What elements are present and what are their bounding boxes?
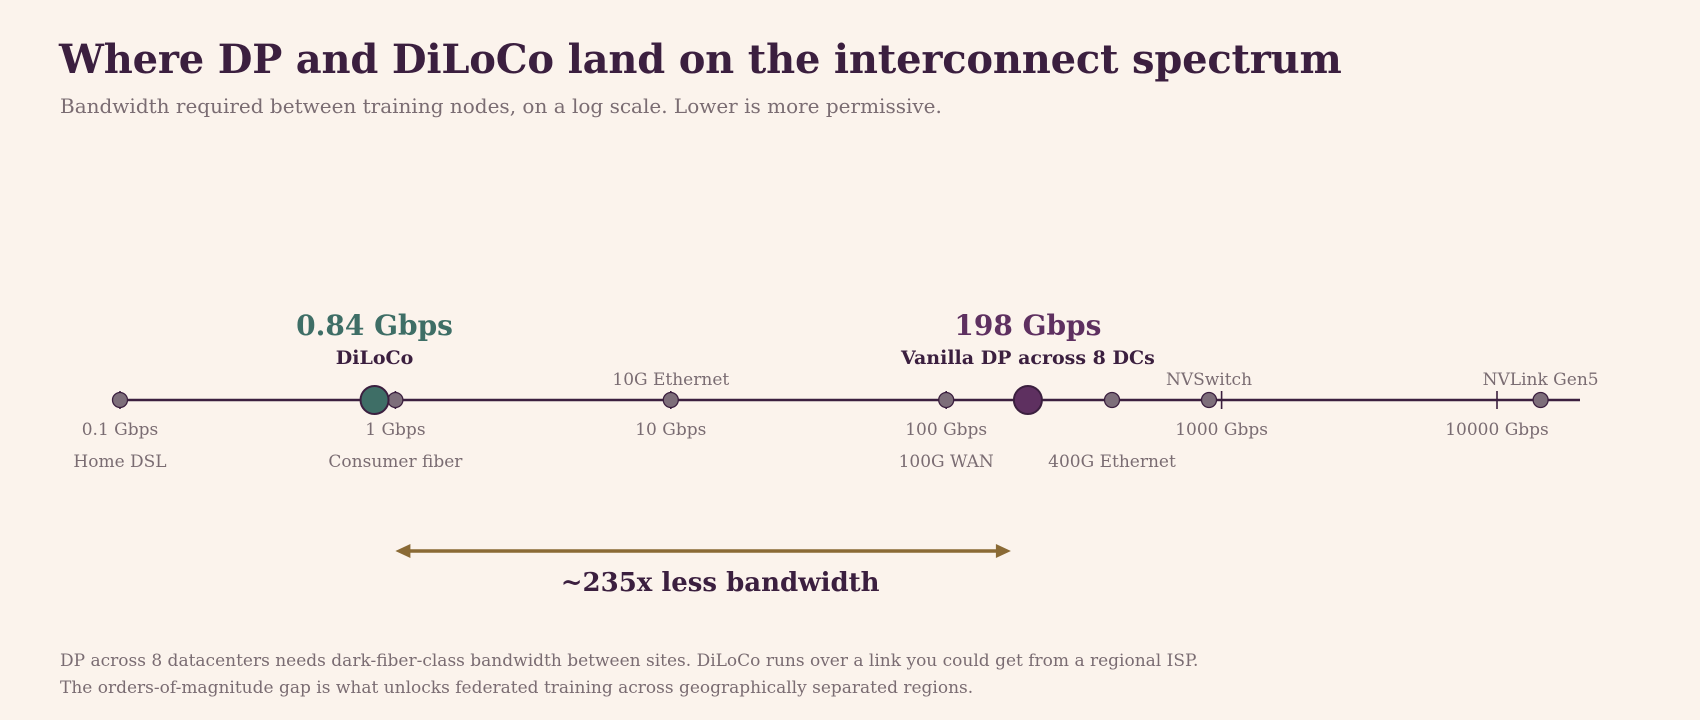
reference-point — [1532, 391, 1549, 409]
footnote: DP across 8 datacenters needs dark-fiber… — [60, 648, 1198, 702]
tick-group: 0.1 Gbps 1 Gbps 10 Gbps 100 Gbps 1000 Gbps 10… — [82, 391, 1549, 440]
tick-label: 10000 Gbps — [1445, 420, 1549, 440]
reference-point — [938, 391, 955, 409]
reference-label: 10G Ethernet — [612, 370, 729, 390]
tick-label: 0.1 Gbps — [82, 420, 159, 440]
gap-arrowhead-right — [995, 544, 1011, 558]
gap-annotation-group: ~235x less bandwidth — [395, 544, 1011, 598]
reference-point — [1103, 391, 1121, 409]
footnote-line-2: The orders-of-magnitude gap is what unlo… — [60, 678, 974, 698]
reference-label: Consumer fiber — [328, 452, 463, 472]
reference-point — [111, 391, 129, 409]
highlight-value: 0.84 Gbps — [296, 309, 453, 342]
gap-arrowhead-left — [395, 544, 411, 558]
tick-label: 1 Gbps — [365, 420, 425, 440]
reference-point — [387, 391, 404, 409]
tick-label: 100 Gbps — [905, 420, 987, 440]
highlight-marker — [359, 385, 390, 415]
reference-label: 400G Ethernet — [1048, 452, 1176, 472]
highlight-marker — [1012, 385, 1043, 415]
reference-label: Home DSL — [73, 452, 166, 472]
reference-label: NVLink Gen5 — [1483, 370, 1599, 390]
highlight-name: DiLoCo — [336, 347, 414, 369]
page-subtitle: Bandwidth required between training node… — [60, 94, 942, 118]
highlight-group: DiLoCo 0.84 Gbps Vanilla DP across 8 DCs 19… — [296, 309, 1155, 415]
highlight-name: Vanilla DP across 8 DCs — [900, 347, 1155, 369]
reference-label: 100G WAN — [899, 452, 994, 472]
reference-point — [1200, 391, 1218, 409]
footnote-line-1: DP across 8 datacenters needs dark-fiber… — [60, 651, 1199, 671]
tick-label: 10 Gbps — [635, 420, 706, 440]
highlight-value: 198 Gbps — [954, 309, 1101, 342]
page-title: Where DP and DiLoCo land on the intercon… — [59, 36, 1342, 83]
tick-label: 1000 Gbps — [1175, 420, 1268, 440]
gap-label: ~235x less bandwidth — [561, 568, 880, 598]
reference-group: Home DSL Consumer fiber 10G Ethernet 100G W… — [73, 370, 1598, 472]
reference-label: NVSwitch — [1166, 370, 1252, 390]
reference-point — [662, 391, 679, 409]
